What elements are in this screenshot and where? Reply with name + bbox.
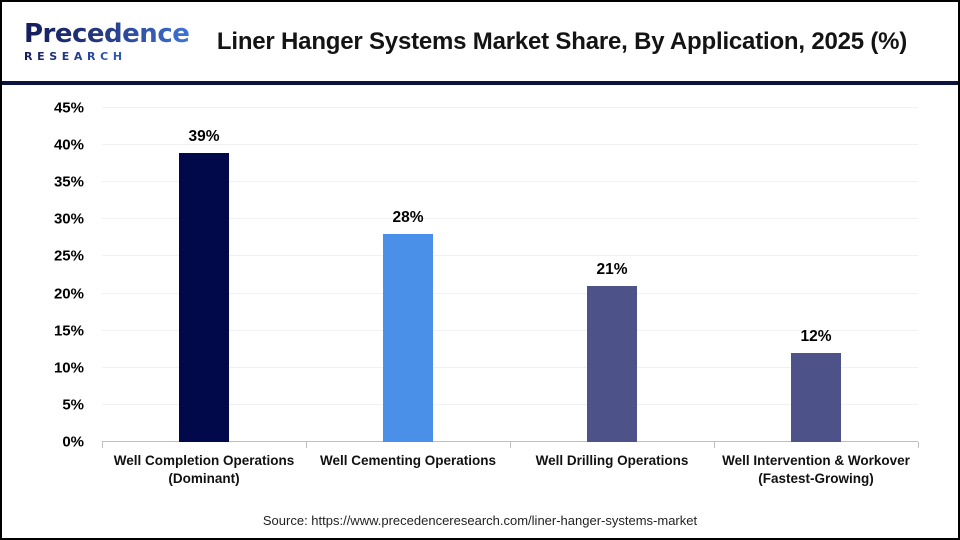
y-axis-tick-label: 25% (53, 247, 84, 265)
bar-well-drilling-operations (587, 286, 637, 442)
y-axis-tick-label: 40% (53, 136, 84, 154)
x-axis-line (102, 441, 918, 442)
bar-well-cementing-operations (383, 234, 433, 442)
category-slot-well-cementing-operations: 28% Well Cementing Operations (306, 108, 510, 468)
category-slot-well-intervention-workover: 12% Well Intervention & Workover (Fastest… (714, 108, 918, 486)
category-slot-well-drilling-operations: 21% Well Drilling Operations (510, 108, 714, 468)
y-axis-tick-label: 10% (53, 359, 84, 377)
category-label-well-drilling-operations: Well Drilling Operations (535, 453, 689, 468)
value-label-well-cementing-operations: 28% (392, 209, 424, 227)
y-axis-tick-label: 0% (62, 433, 84, 451)
header: Precedence RESEARCH Liner Hanger Systems… (2, 2, 958, 81)
bar-well-completion-operations (179, 152, 229, 442)
gridline (102, 218, 918, 220)
gridline (102, 292, 918, 294)
y-axis-tick-label: 45% (53, 99, 84, 117)
gridline (102, 255, 918, 257)
y-axis-tick-label: 20% (53, 285, 84, 303)
gridline (102, 107, 918, 108)
category-slot-well-completion-operations: 39% Well Completion Operations (Dominant) (102, 108, 306, 487)
y-axis-tick-label: 30% (53, 210, 84, 228)
gridline (102, 329, 918, 331)
x-axis-tick (510, 442, 511, 448)
x-axis-tick (714, 442, 715, 448)
plot-area: 0% 5% 10% 15% 20% 25% 30% 35% 40% 45% 39% Well Comp… (54, 101, 919, 487)
gridline (102, 403, 918, 405)
gridline (102, 181, 918, 183)
category-label-well-completion-operations: Well Completion Operations (Dominant) (113, 453, 295, 487)
bar-well-intervention-workover (791, 352, 841, 442)
precedence-research-logo: Precedence RESEARCH (2, 21, 190, 63)
gridline (102, 366, 918, 368)
header-divider (2, 81, 958, 85)
y-axis-tick-label: 5% (62, 396, 84, 414)
x-axis-tick (918, 442, 919, 448)
logo-subtext: RESEARCH (24, 50, 190, 63)
category-label-well-cementing-operations: Well Cementing Operations (319, 453, 497, 468)
value-label-well-drilling-operations: 21% (596, 261, 628, 279)
chart-title: Liner Hanger Systems Market Share, By Ap… (216, 27, 908, 55)
value-label-well-intervention-workover: 12% (800, 327, 832, 345)
category-label-well-intervention-workover: Well Intervention & Workover (Fastest-Gr… (722, 453, 910, 487)
x-axis-tick (102, 442, 103, 448)
value-label-well-completion-operations: 39% (188, 127, 220, 145)
logo-wordmark: Precedence (24, 18, 190, 49)
y-axis-tick-label: 35% (53, 173, 84, 191)
gridline (102, 144, 918, 146)
x-axis-tick (306, 442, 307, 448)
source-text: Source: https://www.precedenceresearch.c… (262, 513, 698, 528)
y-axis-tick-label: 15% (53, 322, 84, 340)
